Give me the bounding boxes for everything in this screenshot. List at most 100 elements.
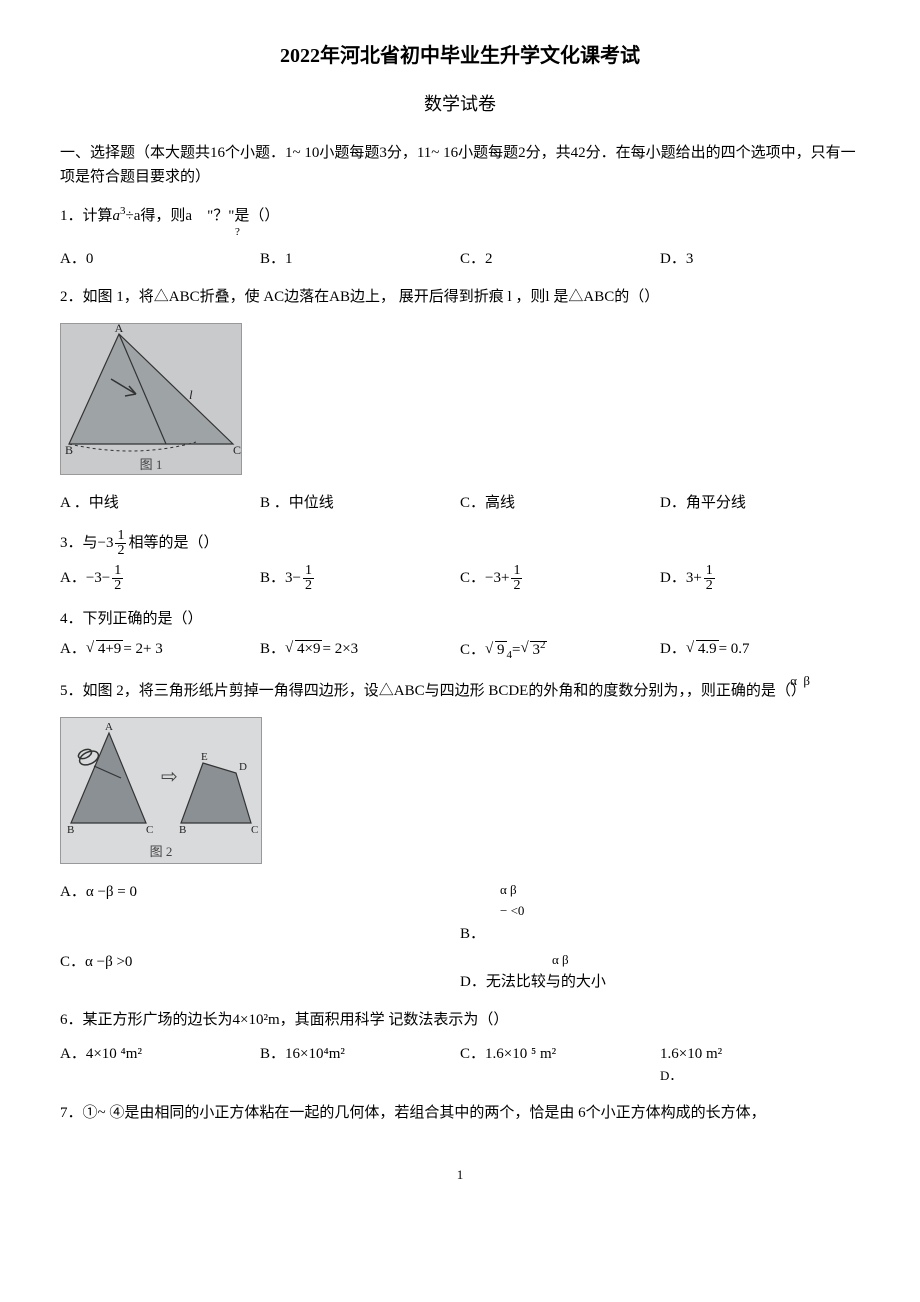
svg-text:C: C — [146, 824, 153, 836]
q1-options: A．0 B．1 C．2 D．3 — [60, 247, 860, 271]
q3-b-den: 2 — [303, 579, 314, 593]
q1-a: a — [113, 208, 121, 224]
q4-c-eq: = — [512, 642, 520, 658]
q4-a-post: = 2+ 3 — [123, 641, 162, 657]
q1-option-b: B．1 — [260, 247, 460, 271]
question-6: 6．某正方形广场的边长为4×10²m，其面积用科学 记数法表示为（） — [60, 1008, 860, 1032]
q4-d-rad: 4.9 — [696, 640, 719, 657]
q6-option-c: C．1.6×10 ⁵ m² — [460, 1042, 660, 1087]
q2-option-d: D．角平分线 — [660, 491, 860, 515]
q6-option-a: A．4×10 ⁴m² — [60, 1042, 260, 1087]
q6-d-pre: 1.6×10 m² — [660, 1046, 722, 1062]
exam-title: 2022年河北省初中毕业生升学文化课考试 — [60, 40, 860, 72]
q3-c-num: 1 — [511, 564, 522, 579]
q3-frac: 12 — [115, 529, 126, 558]
q4-b-pre: B． — [260, 641, 285, 657]
q4-option-c: C．94=32 — [460, 637, 660, 665]
q5-option-d: α β D．无法比较与的大小 — [460, 950, 860, 995]
q4-d-pre: D． — [660, 641, 686, 657]
q4-d-post: = 0.7 — [719, 641, 750, 657]
question-7: 7．①~ ④是由相同的小正方体粘在一起的几何体，若组合其中的两个，恰是由 6个小… — [60, 1101, 860, 1125]
svg-text:A: A — [105, 721, 113, 733]
q4-b-sqrt: 4×9 — [285, 637, 322, 661]
q6-option-d: 1.6×10 m² D． — [660, 1042, 860, 1087]
q2-option-b: B ．中位线 — [260, 491, 460, 515]
q1-option-d: D．3 — [660, 247, 860, 271]
q4-a-sqrt: 4+9 — [86, 637, 123, 661]
svg-text:E: E — [201, 751, 208, 763]
q1-mid: ÷a得，则a — [126, 208, 193, 224]
svg-text:A: A — [115, 324, 124, 335]
q6-d-label: D． — [660, 1066, 854, 1087]
question-2: 2．如图 1，将△ABC折叠，使 AC边落在AB边上， 展开后得到折痕 l ，则… — [60, 285, 860, 309]
q3-frac-den: 2 — [115, 544, 126, 558]
question-1: 1．计算a3÷a得，则a "？"是（） ? — [60, 203, 860, 242]
question-4: 4．下列正确的是（） — [60, 607, 860, 631]
q3-a-num: 1 — [112, 564, 123, 579]
q4-a-rad: 4+9 — [96, 640, 123, 657]
q3-pre: 3．与−3 — [60, 535, 113, 551]
q3-d-den: 2 — [704, 579, 715, 593]
q5-d-top: α β — [552, 950, 854, 971]
question-5: α β 5．如图 2，将三角形纸片剪掉一角得四边形，设△ABC与四边形 BCDE… — [60, 679, 860, 703]
q4-b-rad: 4×9 — [295, 640, 322, 657]
q3-c-den: 2 — [511, 579, 522, 593]
q3-frac-num: 1 — [115, 529, 126, 544]
q4-option-b: B． 4×9= 2×3 — [260, 637, 460, 665]
q3-b-num: 1 — [303, 564, 314, 579]
q3-b-frac: 12 — [303, 564, 314, 593]
exam-subtitle: 数学试卷 — [60, 90, 860, 119]
q1-sub-q: ? — [235, 224, 860, 242]
q4-d-sqrt: 4.9 — [686, 637, 719, 661]
figure-1: A B C l 图 1 — [60, 323, 242, 475]
q5-option-b: α β − <0 B． — [460, 880, 860, 946]
q3-c-frac: 12 — [511, 564, 522, 593]
q1-post: "？"是（） — [207, 208, 279, 224]
q6-option-b: B．16×10⁴m² — [260, 1042, 460, 1087]
q5-d-text: D．无法比较与的大小 — [460, 974, 606, 990]
q5-text: 5．如图 2，将三角形纸片剪掉一角得四边形，设△ABC与四边形 BCDE的外角和… — [60, 683, 806, 699]
q4-c-sqrt1: 9 — [485, 638, 507, 662]
q3-d-pre: D．3+ — [660, 570, 702, 586]
q3-mid: 相等的是（） — [128, 535, 218, 551]
q4-b-post: = 2×3 — [322, 641, 358, 657]
q2-option-a: A ．中线 — [60, 491, 260, 515]
q2-option-c: C．高线 — [460, 491, 660, 515]
q4-c-rad2: 3 — [532, 642, 540, 658]
q1-option-a: A．0 — [60, 247, 260, 271]
q3-option-b: B．3−12 — [260, 564, 460, 593]
q4-a-pre: A． — [60, 641, 86, 657]
q6-options: A．4×10 ⁴m² B．16×10⁴m² C．1.6×10 ⁵ m² 1.6×… — [60, 1042, 860, 1087]
svg-text:B: B — [179, 824, 186, 836]
q2-options: A ．中线 B ．中位线 C．高线 D．角平分线 — [60, 491, 860, 515]
q3-d-frac: 12 — [704, 564, 715, 593]
svg-text:D: D — [239, 761, 247, 773]
q4-option-d: D． 4.9= 0.7 — [660, 637, 860, 665]
q5-b-top: α β — [500, 880, 854, 901]
q4-c-sqrt2: 32 — [520, 637, 547, 662]
figure-2: ⇨ A B C B C D E 图 2 — [60, 717, 262, 864]
section-intro: 一、选择题（本大题共16个小题．1~ 10小题每题3分，11~ 16小题每题2分… — [60, 141, 860, 189]
q3-a-frac: 12 — [112, 564, 123, 593]
q5-option-a: A．α −β = 0 — [60, 880, 460, 946]
q4-c-rad1: 9 — [495, 641, 507, 658]
question-3: 3．与−312相等的是（） — [60, 529, 860, 558]
q5-option-c: C．α −β >0 — [60, 950, 460, 995]
q1-option-c: C．2 — [460, 247, 660, 271]
q5-options: A．α −β = 0 α β − <0 B． C．α −β >0 α β D．无… — [60, 876, 860, 994]
svg-text:C: C — [233, 443, 241, 457]
svg-text:⇨: ⇨ — [161, 766, 178, 788]
q3-option-d: D．3+12 — [660, 564, 860, 593]
page-number: 1 — [60, 1165, 860, 1186]
q4-options: A．4+9= 2+ 3 B．4×9= 2×3 C．94=32 D．4.9= 0.… — [60, 637, 860, 665]
q1-text-pre: 1．计算 — [60, 208, 113, 224]
svg-text:图 2: 图 2 — [150, 844, 173, 859]
svg-text:B: B — [65, 443, 73, 457]
svg-text:B: B — [67, 824, 74, 836]
q4-c-pre: C． — [460, 642, 485, 658]
q4-option-a: A． 4+9= 2+ 3 — [60, 637, 260, 665]
q3-b-pre: B．3− — [260, 570, 301, 586]
q3-a-den: 2 — [112, 579, 123, 593]
q3-option-a: A．−3−12 — [60, 564, 260, 593]
q3-option-c: C．−3+12 — [460, 564, 660, 593]
